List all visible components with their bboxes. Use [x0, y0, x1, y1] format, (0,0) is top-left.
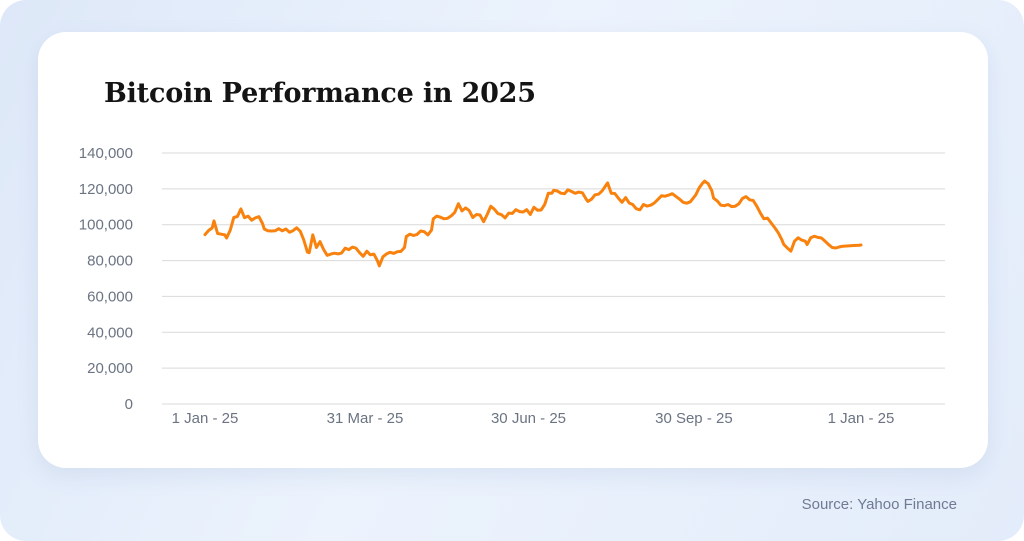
y-tick-label: 140,000 [79, 145, 133, 162]
chart-card: Bitcoin Performance in 2025 0 20,000 40,00… [38, 32, 988, 468]
y-tick-label: 80,000 [87, 253, 133, 270]
y-tick-label: 120,000 [79, 181, 133, 198]
bitcoin-price-line-chart: 0 20,000 40,000 60,000 80,000 100,000 120,000 1… [79, 145, 945, 427]
y-tick-label: 20,000 [87, 360, 133, 377]
x-tick-label: 1 Jan - 25 [828, 410, 895, 427]
y-tick-label: 0 [125, 396, 133, 413]
y-tick-label: 100,000 [79, 217, 133, 234]
x-tick-label: 30 Jun - 25 [491, 410, 566, 427]
source-attribution: Source: Yahoo Finance [801, 496, 957, 513]
chart-title: Bitcoin Performance in 2025 [104, 78, 536, 109]
y-tick-label: 60,000 [87, 288, 133, 305]
y-tick-label: 40,000 [87, 324, 133, 341]
x-tick-label: 1 Jan - 25 [172, 410, 239, 427]
x-tick-label: 31 Mar - 25 [327, 410, 404, 427]
price-line [203, 179, 863, 268]
x-tick-label: 30 Sep - 25 [655, 410, 733, 427]
